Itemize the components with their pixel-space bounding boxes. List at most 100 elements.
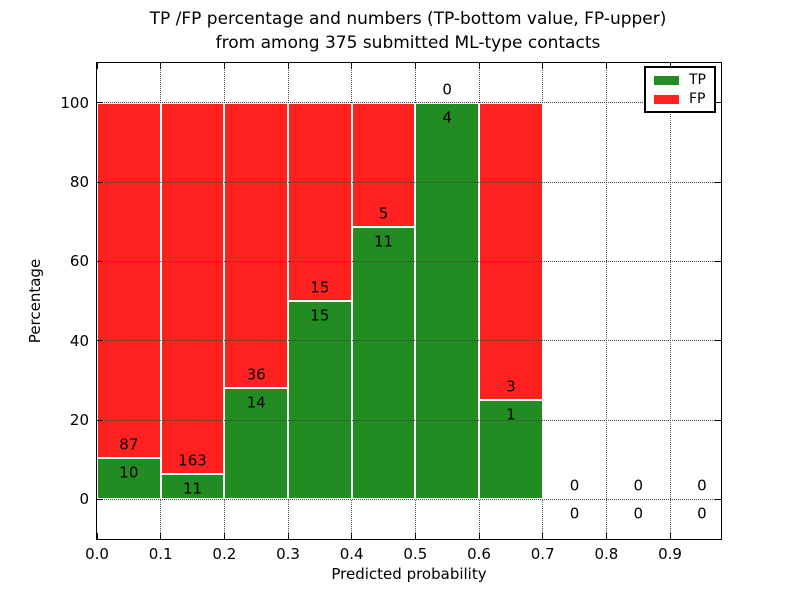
bar-fp-segment (224, 102, 289, 389)
bar-fp-segment (160, 102, 225, 475)
fp-count-label: 3 (506, 377, 516, 396)
y-tick-label: 0 (79, 490, 89, 509)
x-tick-label: 0.7 (530, 545, 555, 563)
gridline-horizontal (97, 419, 721, 421)
x-tick-mark-top (160, 63, 162, 69)
tp-count-label: 14 (246, 393, 266, 412)
gridline-horizontal (97, 102, 721, 104)
bar-tp-segment (479, 400, 543, 500)
x-tick-mark-top (223, 63, 225, 69)
y-tick-label: 100 (60, 93, 89, 112)
y-tick-mark (97, 181, 103, 183)
y-tick-mark (97, 340, 103, 342)
x-tick-mark-top (414, 63, 416, 69)
bar-tp-segment (160, 474, 225, 500)
fp-count-label: 0 (697, 476, 707, 495)
legend-label: FP (689, 91, 706, 107)
tp-count-label: 11 (373, 232, 394, 251)
y-tick-mark-right (715, 419, 721, 421)
bar-tp-segment (351, 226, 416, 500)
x-tick-label: 0.3 (276, 545, 300, 563)
x-tick-mark (605, 533, 607, 539)
y-tick-mark-right (715, 498, 721, 500)
legend-label: TP (689, 72, 706, 88)
x-tick-mark (542, 533, 544, 539)
x-tick-label: 0.0 (85, 545, 109, 563)
y-tick-mark (97, 498, 103, 500)
x-tick-mark (160, 533, 162, 539)
plot-area: Predicted probability Percentage TP FP 87… (26, 62, 722, 583)
gridline-horizontal (97, 260, 721, 262)
bar-tp-segment (97, 458, 161, 500)
x-tick-label: 0.1 (148, 545, 173, 563)
fp-count-label: 15 (310, 278, 330, 297)
tp-count-label: 0 (697, 504, 707, 523)
x-tick-label: 0.4 (339, 545, 364, 563)
y-tick-mark (97, 260, 103, 262)
legend-entry: TP (654, 73, 706, 87)
gridline-horizontal (97, 340, 721, 342)
chart-title-line2: from among 375 submitted ML-type contact… (215, 33, 601, 53)
bar-fp-segment (351, 102, 416, 227)
y-tick-mark-right (715, 181, 721, 183)
gridline-vertical (542, 63, 544, 539)
x-tick-label: 0.9 (658, 545, 682, 563)
y-tick-mark-right (715, 102, 721, 104)
legend-entry: FP (654, 92, 706, 106)
fp-count-label: 87 (119, 435, 139, 454)
tp-count-label: 0 (633, 504, 643, 523)
x-tick-mark (478, 533, 480, 539)
legend-swatch-tp (654, 75, 679, 85)
x-tick-label: 0.6 (467, 545, 491, 563)
chart-title-line1: TP /FP percentage and numbers (TP-bottom… (149, 9, 667, 29)
x-tick-mark-top (287, 63, 289, 69)
tp-count-label: 11 (182, 479, 203, 498)
fp-count-label: 36 (246, 365, 266, 384)
x-tick-mark-top (542, 63, 544, 69)
y-tick-label: 80 (69, 173, 89, 191)
tp-count-label: 10 (119, 463, 139, 482)
gridline-horizontal (97, 498, 721, 500)
bar-fp-segment (97, 102, 161, 459)
x-tick-mark-top (96, 63, 98, 69)
tp-count-label: 0 (569, 504, 580, 523)
fp-count-label: 0 (633, 476, 643, 495)
gridline-vertical (605, 63, 607, 539)
y-tick-mark-right (715, 260, 721, 262)
x-tick-mark (414, 533, 416, 539)
tp-count-label: 1 (506, 405, 516, 424)
fp-count-label: 0 (442, 80, 452, 99)
x-tick-label: 0.2 (212, 545, 237, 563)
y-tick-mark (97, 102, 103, 104)
bar-tp-segment (415, 102, 480, 500)
x-tick-label: 0.8 (594, 545, 619, 563)
y-tick-mark (97, 419, 103, 421)
x-tick-mark (287, 533, 289, 539)
y-tick-label: 20 (69, 411, 89, 429)
bar-fp-segment (479, 102, 543, 401)
fp-count-label: 5 (378, 204, 389, 223)
bar-tp-segment (224, 388, 289, 500)
fp-count-label: 0 (569, 476, 580, 495)
bar-tp-segment (288, 301, 352, 500)
chart-title: TP /FP percentage and numbers (TP-bottom… (96, 7, 720, 55)
x-tick-mark-top (478, 63, 480, 69)
fp-count-label: 163 (178, 451, 207, 470)
gridline-horizontal (97, 181, 721, 183)
tp-count-label: 15 (310, 306, 330, 325)
x-axis-label: Predicted probability (331, 565, 487, 583)
x-tick-mark (96, 533, 98, 539)
x-tick-mark-top (605, 63, 607, 69)
y-tick-mark-right (715, 340, 721, 342)
legend: TP FP (644, 66, 716, 113)
tp-count-label: 4 (442, 108, 452, 127)
y-tick-label: 60 (69, 252, 89, 271)
x-tick-mark-top (351, 63, 353, 69)
legend-swatch-fp (654, 94, 679, 104)
bar-fp-segment (288, 102, 352, 301)
gridline-vertical (669, 63, 671, 539)
x-tick-mark (669, 533, 671, 539)
x-tick-mark (351, 533, 353, 539)
x-tick-mark (223, 533, 225, 539)
